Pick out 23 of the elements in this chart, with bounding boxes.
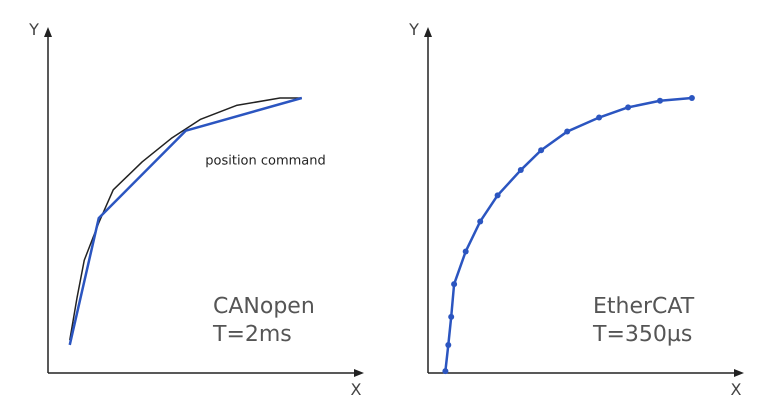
text: position command — [205, 153, 326, 168]
point — [538, 147, 544, 154]
point — [596, 114, 602, 121]
point — [462, 248, 469, 254]
point — [448, 314, 454, 320]
point — [445, 342, 452, 348]
annotation: EtherCAT — [593, 294, 695, 319]
y-axis-title: Y — [28, 20, 40, 39]
point — [688, 95, 695, 101]
annotation: T=350µs — [592, 322, 692, 347]
x-axis-title: X — [730, 380, 742, 399]
point — [518, 167, 524, 174]
point — [657, 98, 663, 104]
annotation: T=2ms — [212, 322, 292, 347]
point — [564, 128, 570, 135]
annotation: CANopen — [213, 294, 315, 319]
x-axis-title: X — [350, 380, 362, 399]
point — [494, 192, 501, 198]
point — [442, 368, 448, 374]
point — [625, 104, 632, 110]
y-axis-title: Y — [408, 20, 420, 39]
point — [451, 281, 458, 288]
point — [477, 218, 484, 224]
